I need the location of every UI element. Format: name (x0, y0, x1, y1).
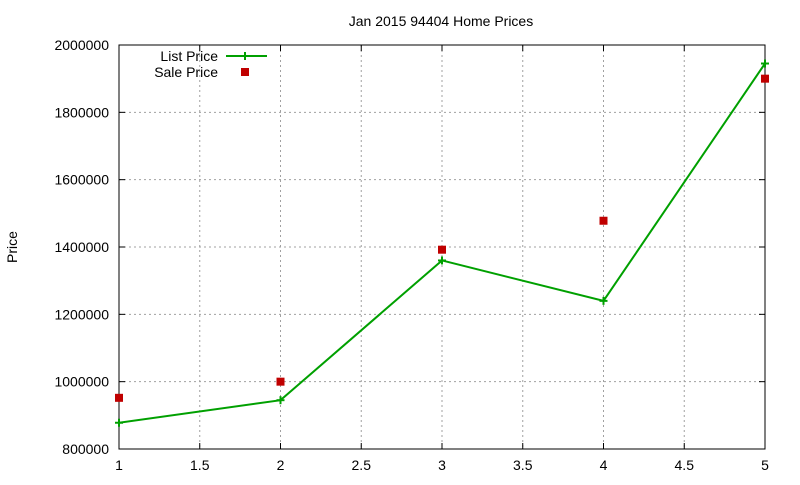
y-axis-label: Price (4, 231, 20, 263)
axes (118, 44, 766, 450)
data-series (115, 59, 769, 427)
chart-title: Jan 2015 94404 Home Prices (349, 13, 533, 29)
x-tick-label: 4 (600, 457, 608, 473)
sale-price-point (599, 216, 608, 225)
sale-price-point (438, 245, 446, 254)
x-tick-label: 5 (761, 457, 769, 473)
x-tick-label: 4.5 (675, 457, 695, 473)
y-tick-label: 2000000 (54, 37, 109, 53)
x-tick-label: 3.5 (513, 457, 533, 473)
list-price-point (276, 396, 285, 405)
x-tick-label: 1.5 (190, 457, 210, 473)
legend-marker-list-price (241, 52, 249, 60)
list-price-point (115, 418, 123, 427)
x-tick-label: 2.5 (352, 457, 372, 473)
legend-label-list-price: List Price (160, 48, 218, 64)
list-price-line (118, 62, 766, 424)
y-tick-label: 1400000 (54, 239, 109, 255)
y-tick-label: 1200000 (54, 306, 109, 322)
y-tick-label: 1800000 (54, 104, 109, 120)
list-price-point (599, 296, 608, 305)
sale-price-point (276, 377, 285, 386)
sale-price-point (761, 74, 769, 83)
list-price-point (438, 256, 446, 265)
y-tick-label: 800000 (62, 441, 109, 457)
x-tick-label: 2 (277, 457, 285, 473)
legend-marker-sale-price (241, 68, 249, 76)
sale-price-point (115, 393, 123, 402)
y-tick-label: 1600000 (54, 172, 109, 188)
x-tick-label: 3 (438, 457, 446, 473)
y-tick-label: 1000000 (54, 374, 109, 390)
tick-labels: 1 1.5 2 2.5 3 3.5 4 4.5 5 800000 1000000 1200000 140… (54, 37, 769, 473)
legend-label-sale-price: Sale Price (154, 64, 218, 80)
x-tick-label: 1 (115, 457, 123, 473)
list-price-point (761, 59, 769, 68)
